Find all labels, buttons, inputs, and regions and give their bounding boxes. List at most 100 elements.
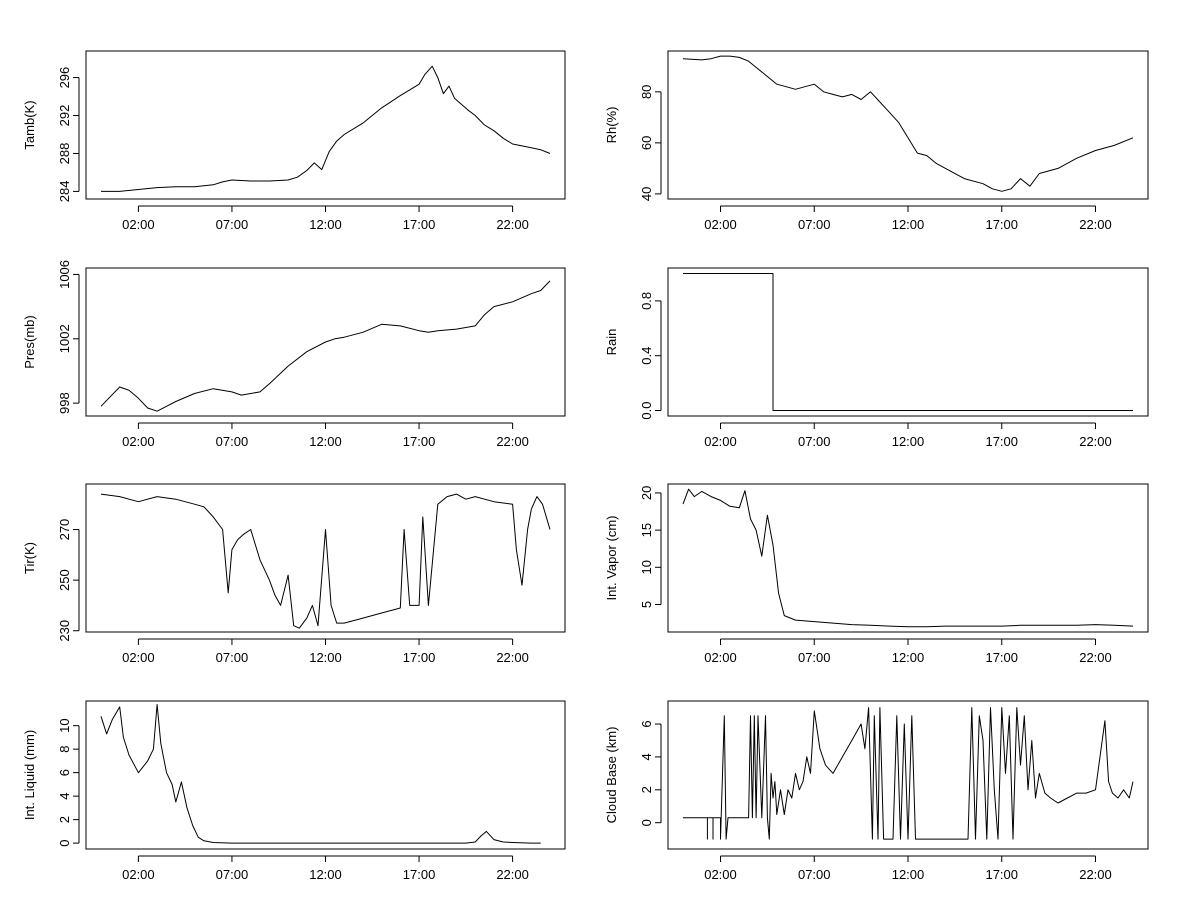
y-tick-label: 1006	[57, 260, 72, 289]
chart-panel-8: 02:00 07:00 12:00 17:00 22:00 0 2 4 6 Cloud Base …	[604, 700, 1149, 882]
x-tick-label: 17:00	[985, 650, 1018, 665]
x-tick-label: 12:00	[309, 867, 342, 882]
chart-panel-2: 02:00 07:00 12:00 17:00 22:00 40 60 80 Rh(%)	[604, 50, 1149, 232]
y-tick-label: 20	[639, 486, 654, 500]
series-line	[101, 65, 551, 192]
x-tick-label: 17:00	[403, 650, 436, 665]
y-tick-label: 296	[57, 67, 72, 89]
x-tick-label: 22:00	[1079, 867, 1112, 882]
plot-frame	[667, 483, 1149, 633]
x-tick-label: 12:00	[892, 650, 925, 665]
x-tick-label: 22:00	[1079, 650, 1112, 665]
y-tick-label: 292	[57, 105, 72, 127]
y-tick-label: 6	[57, 769, 72, 776]
y-axis-label: Int. Liquid (mm)	[22, 730, 37, 820]
y-tick-label: 0.8	[639, 292, 654, 310]
x-tick-label: 22:00	[496, 867, 529, 882]
y-tick-label: 998	[57, 392, 72, 414]
x-tick-label: 22:00	[1079, 434, 1112, 449]
x-tick-label: 12:00	[309, 217, 342, 232]
x-tick-label: 22:00	[496, 217, 529, 232]
y-tick-label: 0	[57, 840, 72, 847]
x-tick-label: 12:00	[892, 867, 925, 882]
plot-frame	[667, 267, 1149, 417]
plot-frame	[85, 700, 566, 850]
plot-frame	[85, 50, 566, 200]
y-tick-label: 80	[639, 85, 654, 99]
y-tick-label: 0.4	[639, 347, 654, 365]
x-tick-label: 17:00	[985, 434, 1018, 449]
x-tick-label: 02:00	[122, 650, 155, 665]
y-tick-label: 288	[57, 143, 72, 165]
plot-frame	[85, 483, 566, 633]
y-tick-label: 2	[57, 816, 72, 823]
x-tick-label: 07:00	[216, 650, 249, 665]
x-tick-label: 12:00	[892, 217, 925, 232]
y-tick-label: 4	[57, 793, 72, 800]
y-tick-label: 1002	[57, 324, 72, 353]
y-axis-label: Pres(mb)	[22, 315, 37, 368]
plot-frame	[667, 50, 1149, 200]
x-tick-label: 07:00	[798, 650, 831, 665]
series-line	[100, 280, 551, 412]
y-tick-label: 284	[57, 181, 72, 203]
x-tick-label: 07:00	[216, 867, 249, 882]
y-tick-label: 0.0	[639, 401, 654, 419]
chart-panel-5: 02:00 07:00 12:00 17:00 22:00 230 250 270 Tir(K)	[22, 483, 566, 665]
series-line	[682, 488, 1134, 628]
y-axis-label: Int. Vapor (cm)	[604, 515, 619, 600]
x-tick-label: 22:00	[496, 434, 529, 449]
y-tick-label: 270	[57, 519, 72, 541]
series-line	[683, 707, 1134, 840]
y-tick-label: 230	[57, 620, 72, 642]
x-tick-label: 07:00	[216, 434, 249, 449]
x-tick-label: 17:00	[985, 217, 1018, 232]
y-tick-label: 5	[639, 601, 654, 608]
y-axis-label: Tir(K)	[22, 542, 37, 574]
chart-panel-7: 02:00 07:00 12:00 17:00 22:00 0 2 4 6 8 10 Int. Liq…	[22, 700, 566, 882]
y-tick-label: 4	[639, 753, 654, 760]
x-tick-label: 07:00	[798, 867, 831, 882]
y-tick-label: 60	[639, 136, 654, 150]
x-tick-label: 12:00	[309, 650, 342, 665]
y-axis-label: Tamb(K)	[22, 100, 37, 149]
chart-panel-1: 02:00 07:00 12:00 17:00 22:00 284 288 292 296 Tam…	[22, 50, 566, 232]
x-tick-label: 02:00	[122, 867, 155, 882]
x-tick-label: 22:00	[1079, 217, 1112, 232]
x-tick-label: 12:00	[309, 434, 342, 449]
x-tick-label: 22:00	[496, 650, 529, 665]
y-tick-label: 15	[639, 523, 654, 537]
x-tick-label: 02:00	[122, 434, 155, 449]
x-tick-label: 17:00	[985, 867, 1018, 882]
y-tick-label: 8	[57, 746, 72, 753]
x-tick-label: 02:00	[704, 434, 737, 449]
plot-frame	[667, 700, 1149, 850]
series-line	[682, 55, 1134, 192]
y-tick-label: 2	[639, 786, 654, 793]
x-tick-label: 12:00	[892, 434, 925, 449]
y-axis-label: Cloud Base (km)	[604, 727, 619, 824]
plot-frame	[85, 267, 566, 417]
x-tick-label: 17:00	[403, 434, 436, 449]
x-tick-label: 02:00	[122, 217, 155, 232]
x-tick-label: 02:00	[704, 867, 737, 882]
x-tick-label: 07:00	[798, 217, 831, 232]
x-tick-label: 17:00	[403, 217, 436, 232]
x-tick-label: 02:00	[704, 650, 737, 665]
y-tick-label: 250	[57, 569, 72, 591]
x-tick-label: 17:00	[403, 867, 436, 882]
chart-panel-4: 02:00 07:00 12:00 17:00 22:00 0.0 0.4 0.8 Rain	[604, 267, 1149, 449]
y-axis-label: Rh(%)	[604, 107, 619, 144]
x-tick-label: 07:00	[798, 434, 831, 449]
y-tick-label: 6	[639, 720, 654, 727]
y-tick-label: 10	[57, 718, 72, 732]
series-line	[100, 493, 551, 629]
y-tick-label: 10	[639, 560, 654, 574]
chart-panel-6: 02:00 07:00 12:00 17:00 22:00 5 10 15 20 Int. Vap…	[604, 483, 1149, 665]
x-tick-label: 02:00	[704, 217, 737, 232]
x-tick-label: 07:00	[216, 217, 249, 232]
series-line	[683, 273, 1133, 411]
y-tick-label: 0	[639, 819, 654, 826]
y-tick-label: 40	[639, 187, 654, 201]
